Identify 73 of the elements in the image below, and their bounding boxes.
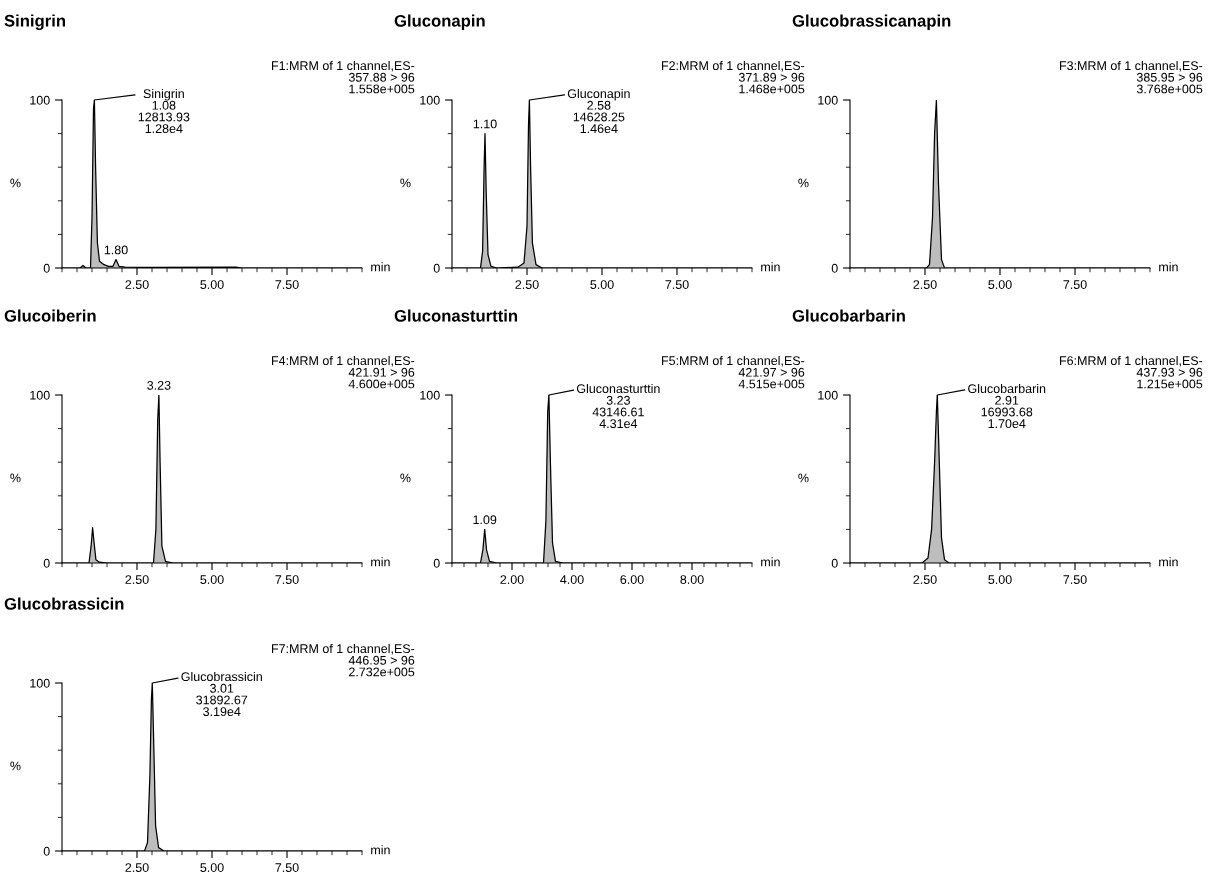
y-tick-label: 100 [30,390,50,400]
y-tick-label: 100 [420,390,440,400]
x-axis-title: min [1159,557,1178,567]
y-tick-label: 0 [43,846,50,856]
chart-title: Glucobrassicin [4,597,124,610]
x-tick-label: 2.50 [515,280,539,289]
y-axis-title: % [400,473,411,483]
x-tick-label: 2.00 [500,575,524,584]
x-tick-label: 2.50 [125,575,149,584]
chart-title: Gluconasturttin [394,309,518,322]
chart-title: Sinigrin [4,14,65,30]
y-tick-label: 0 [831,558,838,568]
y-tick-label: 0 [43,558,50,568]
x-axis-title: min [761,557,780,567]
x-tick-label: 7.50 [275,863,299,872]
y-tick-label: 0 [433,558,440,568]
y-tick-label: 0 [433,263,440,273]
chart-title: Gluconapin [394,14,485,30]
annotation: Glucobarbarin 2.91 16993.68 1.70e4 [968,383,1046,429]
x-tick-label: 6.00 [620,575,644,584]
x-tick-label: 7.50 [275,280,299,289]
y-axis-title: % [10,473,21,483]
y-tick-label: 100 [30,678,50,688]
x-tick-label: 2.50 [125,863,149,872]
annotation: Glucobrassicin 3.01 31892.67 3.19e4 [181,671,262,717]
x-tick-label: 5.00 [988,280,1012,289]
annotation: Gluconapin 2.58 14628.25 1.46e4 [567,88,630,134]
chart-subtitle: F3:MRM of 1 channel,ES- 385.95 > 96 3.768e+005 [1060,60,1203,94]
x-tick-label: 2.50 [913,575,937,584]
annotation: 1.09 [473,515,497,525]
chart-subtitle: F4:MRM of 1 channel,ES- 421.91 > 96 4.600e+005 [272,355,415,389]
x-axis-title: min [371,557,390,567]
y-tick-label: 0 [43,263,50,273]
x-tick-label: 7.50 [1063,280,1087,289]
chart-subtitle: F2:MRM of 1 channel,ES- 371.89 > 96 1.468e+005 [662,60,805,94]
chart-subtitle: F5:MRM of 1 channel,ES- 421.97 > 96 4.515e+005 [662,355,805,389]
y-axis-title: % [400,178,411,188]
chart-title: Glucobrassicanapin [792,14,951,30]
chart-title: Glucobarbarin [792,309,905,322]
x-tick-label: 2.50 [913,280,937,289]
y-axis-title: % [798,473,809,483]
x-tick-label: 5.00 [200,575,224,584]
x-tick-label: 8.00 [680,575,704,584]
x-tick-label: 2.50 [125,280,149,289]
x-tick-label: 7.50 [1063,575,1087,584]
y-axis-title: % [798,178,809,188]
y-axis-title: % [10,178,21,188]
y-tick-label: 100 [818,95,838,105]
x-axis-title: min [371,262,390,272]
chart-subtitle: F1:MRM of 1 channel,ES- 357.88 > 96 1.558e+005 [272,60,415,94]
x-tick-label: 5.00 [200,280,224,289]
x-tick-label: 5.00 [590,280,614,289]
chart-subtitle: F6:MRM of 1 channel,ES- 437.93 > 96 1.215e+005 [1060,355,1203,389]
x-tick-label: 7.50 [275,575,299,584]
annotation: 1.10 [473,119,497,129]
x-tick-label: 4.00 [560,575,584,584]
annotation: Gluconasturttin 3.23 43146.61 4.31e4 [576,383,660,429]
annotation: Sinigrin 1.08 12813.93 1.28e4 [138,88,190,134]
y-tick-label: 100 [30,95,50,105]
y-axis-title: % [10,761,21,771]
annotation: 3.23 [147,380,171,390]
x-axis-title: min [761,262,780,272]
x-tick-label: 5.00 [988,575,1012,584]
y-tick-label: 0 [831,263,838,273]
annotation: 1.80 [104,245,128,255]
chart-title: Glucoiberin [4,309,96,322]
y-tick-label: 100 [420,95,440,105]
chart-subtitle: F7:MRM of 1 channel,ES- 446.95 > 96 2.732e+005 [272,643,415,677]
x-axis-title: min [1159,262,1178,272]
y-tick-label: 100 [818,390,838,400]
x-tick-label: 5.00 [200,863,224,872]
x-axis-title: min [371,845,390,855]
x-tick-label: 7.50 [665,280,689,289]
